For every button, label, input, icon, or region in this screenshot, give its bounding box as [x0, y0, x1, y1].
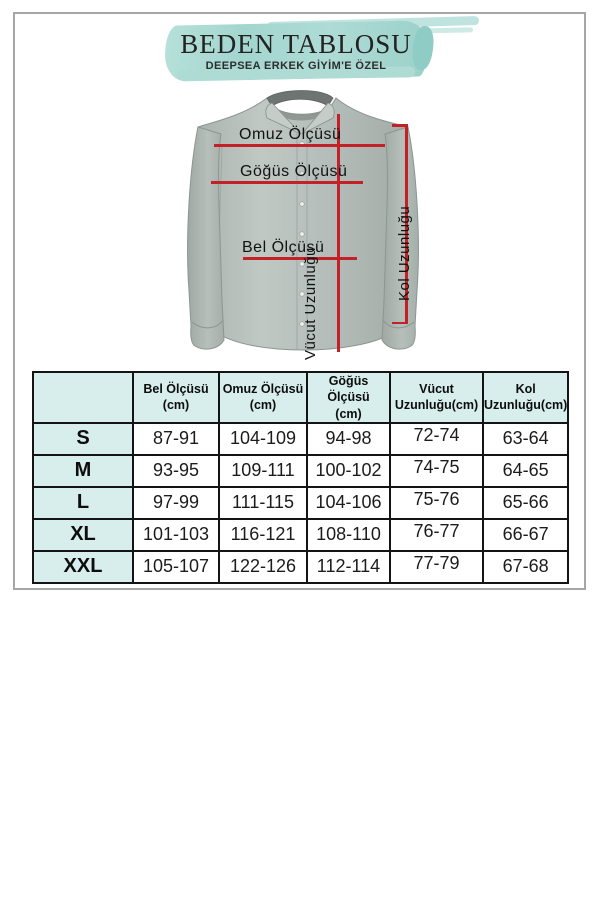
- content-frame: BEDEN TABLOSU DEEPSEA ERKEK GİYİM'E ÖZEL: [13, 12, 586, 590]
- size-label: L: [32, 485, 134, 520]
- value-cell: 104-106: [306, 485, 391, 520]
- value-cell: 65-66: [481, 485, 570, 520]
- value-cell: 105-107: [132, 549, 220, 584]
- value-cell: 64-65: [481, 453, 570, 488]
- shoulder-measure-line: [214, 144, 385, 147]
- waist-measure-line: [243, 257, 357, 260]
- value-cell: 112-114: [306, 549, 391, 584]
- value-cell: 74-75: [389, 453, 484, 488]
- value-cell: 63-64: [481, 421, 570, 456]
- value-cell: 66-67: [481, 517, 570, 552]
- value-cell: 77-79: [389, 549, 484, 584]
- waist-measure-label: Bel Ölçüsü: [242, 239, 325, 256]
- size-label: XXL: [32, 549, 134, 584]
- size-table: Bel Ölçüsü (cm) Omuz Ölçüsü (cm) Göğüs Ölç…: [32, 371, 570, 584]
- table-row-xxl: XXL 105-107 122-126 112-114 77-79 67-68: [32, 549, 570, 584]
- value-cell: 94-98: [306, 421, 391, 456]
- chest-measure-label: Göğüs Ölçüsü: [240, 163, 348, 180]
- column-header-sleeve-length: Kol Uzunluğu(cm): [481, 371, 570, 424]
- value-cell: 72-74: [389, 421, 484, 456]
- body-length-measure-line: [337, 114, 340, 352]
- sleeve-bracket-bottom-tick: [392, 321, 407, 324]
- value-cell: 101-103: [132, 517, 220, 552]
- value-cell: 75-76: [389, 485, 484, 520]
- value-cell: 76-77: [389, 517, 484, 552]
- column-header-waist: Bel Ölçüsü (cm): [132, 371, 220, 424]
- column-header-body-length: Vücut Uzunluğu(cm): [389, 371, 484, 424]
- shoulder-measure-label: Omuz Ölçüsü: [239, 126, 342, 143]
- sleeve-bracket-line: [405, 124, 408, 324]
- column-header-shoulder: Omuz Ölçüsü (cm): [218, 371, 308, 424]
- sleeve-length-label: Kol Uzunluğu: [396, 205, 413, 301]
- measurement-diagram: Omuz Ölçüsü Göğüs Ölçüsü Bel Ölçüsü Vücu…: [15, 14, 584, 588]
- body-length-label: Vücut Uzunluğu: [302, 247, 319, 360]
- size-label: XL: [32, 517, 134, 552]
- table-row-s: S 87-91 104-109 94-98 72-74 63-64: [32, 421, 570, 456]
- value-cell: 108-110: [306, 517, 391, 552]
- value-cell: 93-95: [132, 453, 220, 488]
- sleeve-bracket-top-tick: [392, 124, 407, 127]
- value-cell: 67-68: [481, 549, 570, 584]
- value-cell: 87-91: [132, 421, 220, 456]
- column-header-chest: Göğüs Ölçüsü (cm): [306, 371, 391, 424]
- table-row-xl: XL 101-103 116-121 108-110 76-77 66-67: [32, 517, 570, 552]
- table-row-l: L 97-99 111-115 104-106 75-76 65-66: [32, 485, 570, 520]
- value-cell: 109-111: [218, 453, 308, 488]
- value-cell: 104-109: [218, 421, 308, 456]
- size-table-corner-cell: [32, 371, 134, 424]
- page-title: BEDEN TABLOSU: [180, 29, 412, 59]
- value-cell: 97-99: [132, 485, 220, 520]
- size-label: S: [32, 421, 134, 456]
- size-label: M: [32, 453, 134, 488]
- value-cell: 122-126: [218, 549, 308, 584]
- page-subtitle: DEEPSEA ERKEK GİYİM'E ÖZEL: [205, 60, 387, 73]
- chest-measure-line: [211, 181, 363, 184]
- value-cell: 111-115: [218, 485, 308, 520]
- value-cell: 116-121: [218, 517, 308, 552]
- value-cell: 100-102: [306, 453, 391, 488]
- size-table-header-row: Bel Ölçüsü (cm) Omuz Ölçüsü (cm) Göğüs Ölç…: [32, 371, 570, 424]
- table-row-m: M 93-95 109-111 100-102 74-75 64-65: [32, 453, 570, 488]
